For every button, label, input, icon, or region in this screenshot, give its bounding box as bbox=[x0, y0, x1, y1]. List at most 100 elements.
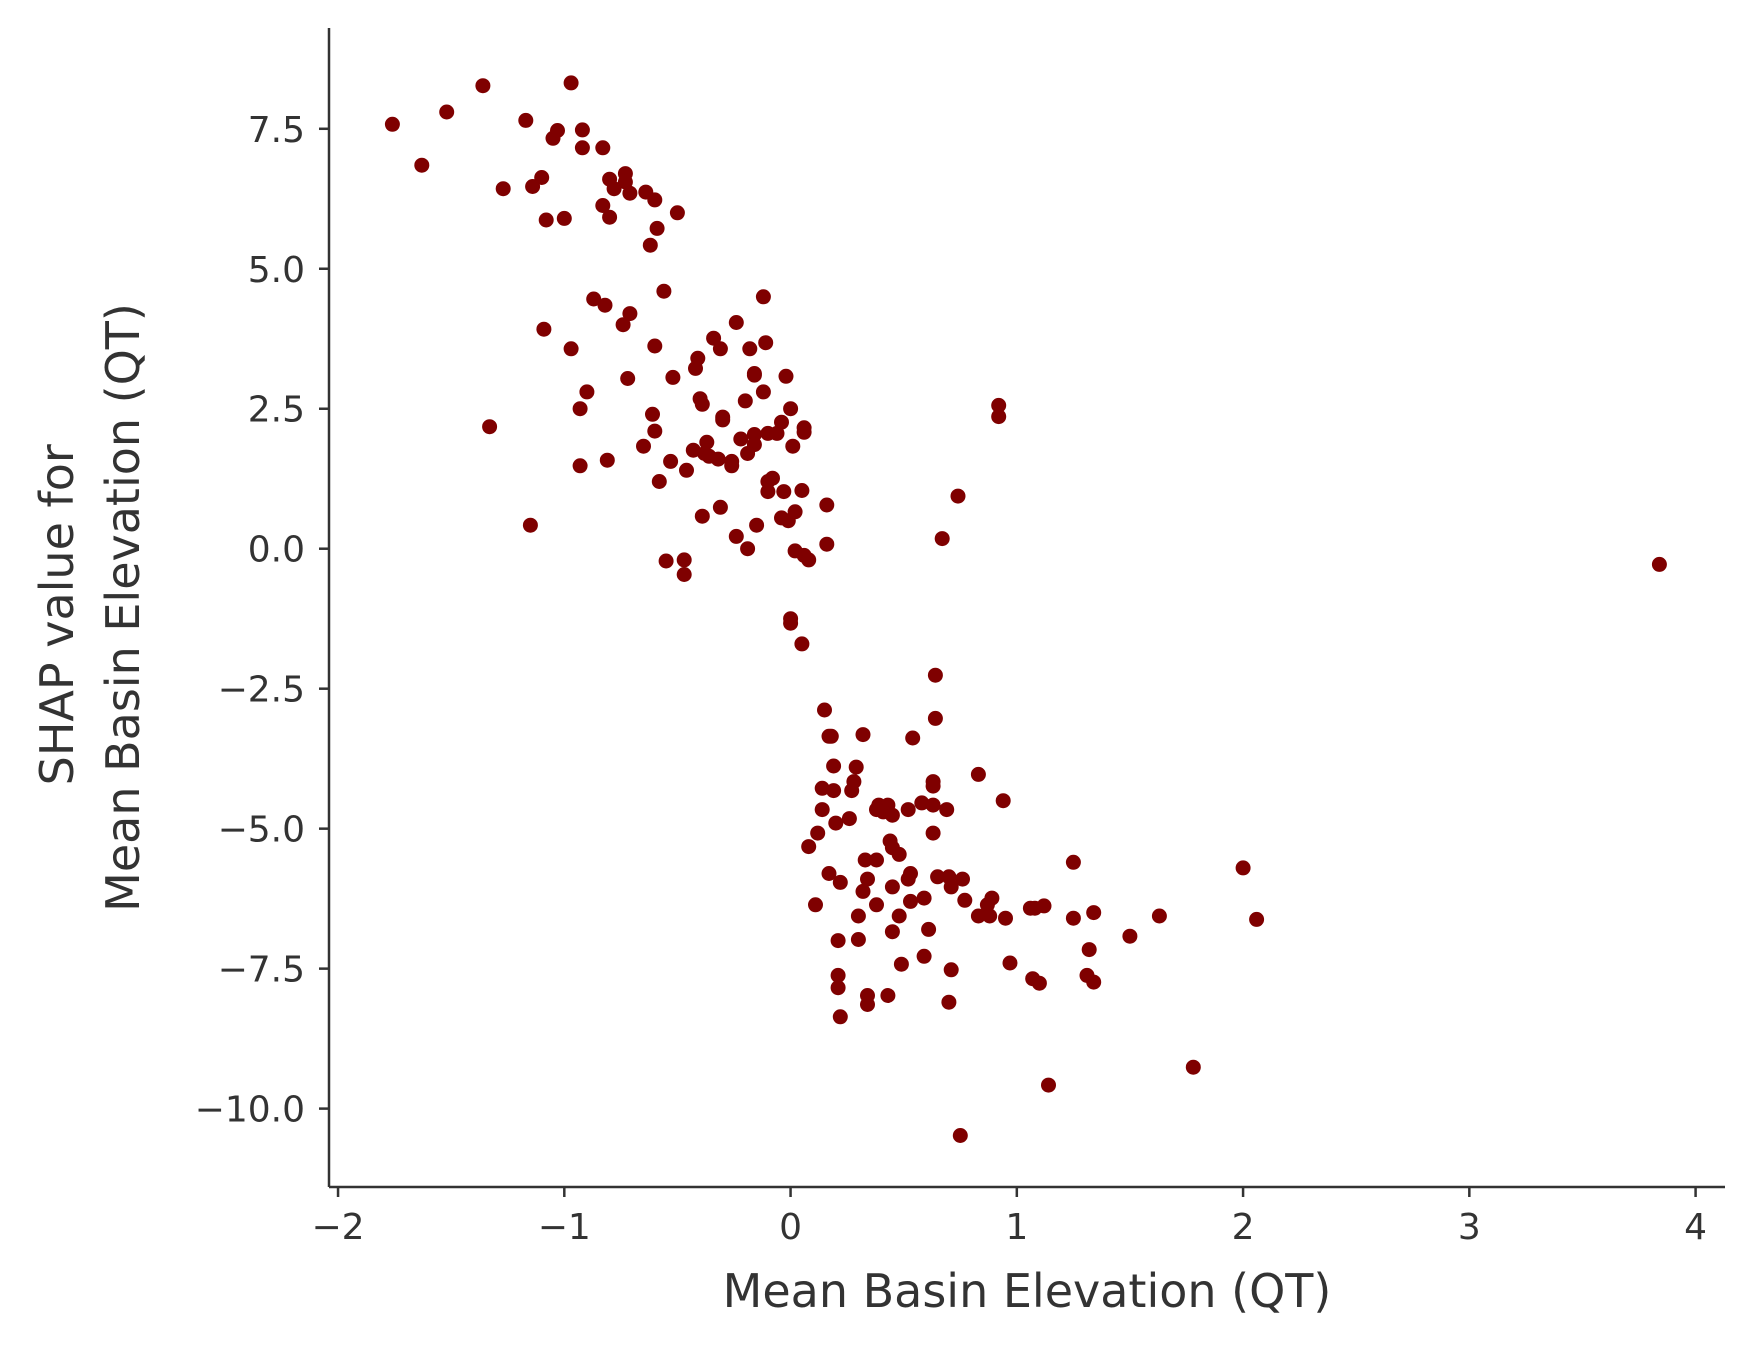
data-point bbox=[787, 504, 803, 520]
data-point bbox=[1151, 908, 1167, 924]
data-point bbox=[742, 341, 758, 357]
data-point bbox=[925, 778, 941, 794]
data-point bbox=[891, 846, 907, 862]
data-point bbox=[826, 783, 842, 799]
data-point bbox=[1249, 911, 1265, 927]
data-point bbox=[814, 780, 830, 796]
data-point bbox=[979, 897, 995, 913]
data-point bbox=[991, 409, 1007, 425]
data-point bbox=[550, 123, 565, 138]
data-point bbox=[724, 458, 740, 474]
data-point bbox=[534, 170, 550, 185]
data-point bbox=[749, 517, 765, 533]
data-point bbox=[665, 369, 681, 385]
data-point bbox=[685, 442, 701, 458]
x-tick-label: 2 bbox=[1232, 1207, 1255, 1248]
data-point bbox=[538, 212, 554, 228]
data-point bbox=[801, 839, 817, 855]
data-point bbox=[495, 181, 511, 197]
y-tick-label: −7.5 bbox=[218, 950, 305, 991]
y-tick-label: −5.0 bbox=[218, 810, 305, 851]
y-tick-label: −2.5 bbox=[218, 670, 305, 711]
data-point bbox=[597, 297, 613, 313]
data-point bbox=[1651, 556, 1667, 572]
data-point bbox=[620, 371, 636, 386]
data-point bbox=[869, 852, 884, 868]
data-point bbox=[905, 730, 921, 746]
data-point bbox=[794, 483, 810, 498]
data-point bbox=[694, 396, 710, 412]
data-point bbox=[955, 871, 970, 887]
data-point bbox=[893, 956, 909, 972]
data-point bbox=[991, 397, 1007, 413]
data-point bbox=[615, 317, 631, 333]
data-point bbox=[712, 499, 728, 515]
data-point bbox=[900, 802, 916, 818]
data-point bbox=[830, 933, 846, 949]
data-point bbox=[921, 921, 937, 937]
data-point bbox=[785, 438, 801, 454]
data-point bbox=[1041, 1077, 1056, 1093]
data-point bbox=[663, 453, 679, 469]
data-point bbox=[998, 910, 1013, 926]
data-point bbox=[916, 890, 932, 906]
data-point bbox=[891, 908, 907, 924]
data-point bbox=[850, 932, 866, 947]
data-point bbox=[656, 283, 672, 299]
data-point bbox=[1031, 975, 1047, 991]
data-point bbox=[676, 552, 692, 568]
data-point bbox=[522, 517, 538, 533]
data-point bbox=[574, 122, 590, 138]
data-point bbox=[860, 871, 875, 887]
data-point bbox=[636, 438, 651, 454]
data-point bbox=[1086, 905, 1102, 921]
data-point bbox=[914, 795, 930, 811]
data-point bbox=[658, 553, 674, 569]
data-points bbox=[384, 75, 1667, 1143]
data-point bbox=[746, 367, 762, 383]
data-point bbox=[740, 541, 756, 557]
data-point bbox=[848, 759, 864, 775]
data-point bbox=[995, 793, 1011, 809]
data-point bbox=[439, 104, 455, 120]
data-point bbox=[801, 552, 817, 568]
data-point bbox=[884, 924, 900, 940]
data-point bbox=[642, 237, 658, 253]
x-tick-label: 3 bbox=[1458, 1207, 1481, 1248]
data-point bbox=[844, 783, 860, 799]
data-point bbox=[830, 980, 846, 996]
data-point bbox=[649, 220, 665, 236]
x-axis-ticks: −2 −1 0 1 2 3 4 bbox=[312, 1187, 1707, 1248]
data-point bbox=[810, 825, 826, 841]
data-point bbox=[733, 431, 749, 447]
x-axis-label: Mean Basin Elevation (QT) bbox=[723, 1264, 1332, 1318]
data-point bbox=[688, 360, 703, 376]
data-point bbox=[939, 802, 955, 818]
data-point bbox=[826, 758, 842, 774]
data-point bbox=[934, 531, 950, 547]
data-point bbox=[776, 484, 792, 500]
data-point bbox=[796, 424, 812, 440]
data-point bbox=[699, 434, 715, 450]
data-point bbox=[860, 997, 875, 1012]
data-point bbox=[808, 897, 823, 913]
data-point bbox=[943, 879, 959, 895]
data-point bbox=[579, 384, 595, 400]
data-point bbox=[1086, 974, 1102, 990]
data-point bbox=[830, 967, 846, 983]
data-point bbox=[850, 908, 866, 924]
data-point bbox=[783, 615, 799, 631]
data-point bbox=[817, 702, 832, 718]
data-point bbox=[857, 852, 873, 868]
data-point bbox=[941, 994, 957, 1010]
data-point bbox=[828, 815, 844, 831]
x-tick-label: 0 bbox=[779, 1207, 802, 1248]
data-point bbox=[1185, 1059, 1201, 1075]
y-tick-label: −10.0 bbox=[195, 1090, 305, 1131]
data-point bbox=[925, 797, 941, 813]
data-point bbox=[475, 78, 491, 94]
data-point bbox=[900, 871, 916, 887]
y-tick-label: 7.5 bbox=[248, 110, 305, 151]
data-point bbox=[982, 908, 998, 924]
